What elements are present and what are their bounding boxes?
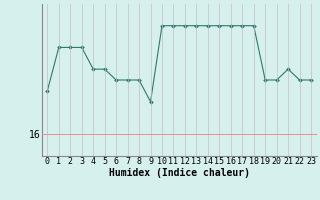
X-axis label: Humidex (Indice chaleur): Humidex (Indice chaleur) — [109, 168, 250, 178]
